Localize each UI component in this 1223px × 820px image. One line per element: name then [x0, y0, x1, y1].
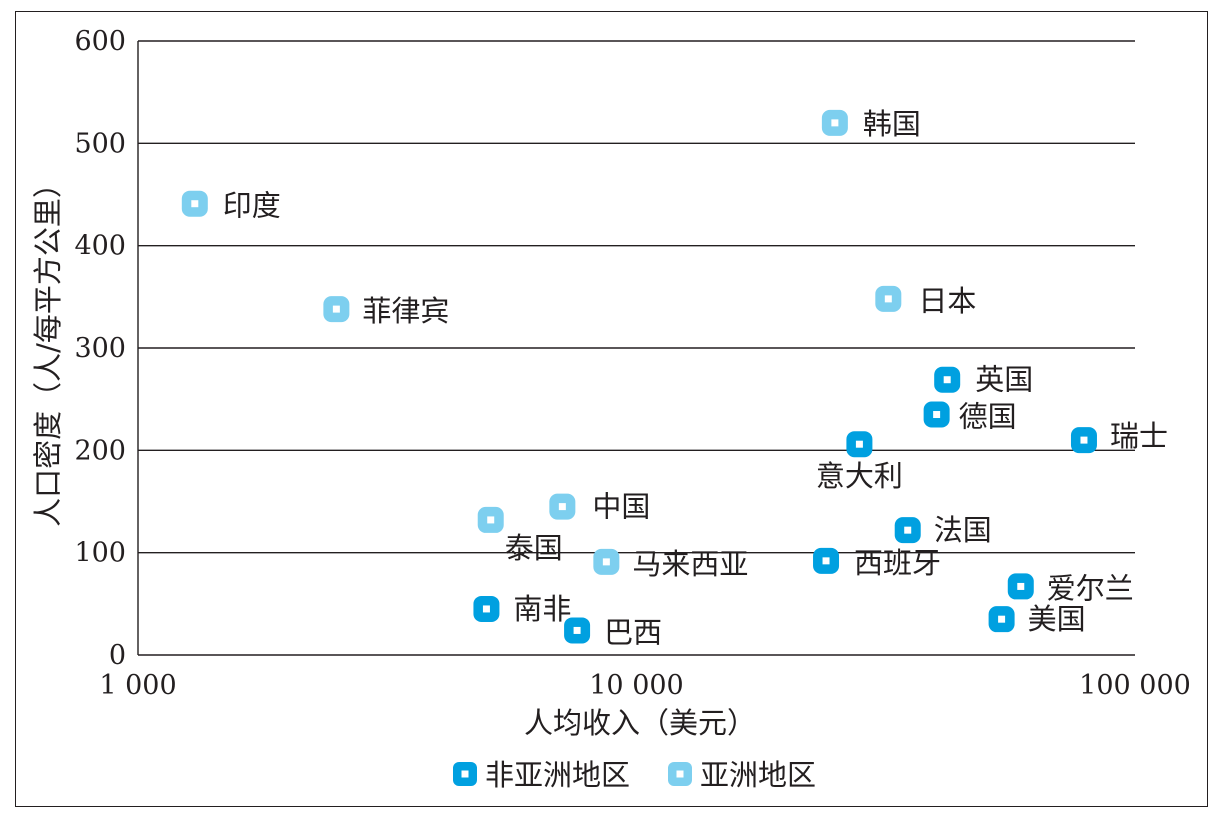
data-point-center: [904, 526, 912, 534]
data-label: 泰国: [505, 531, 563, 565]
data-point-center: [998, 615, 1006, 623]
x-tick-label: 1 000: [99, 670, 176, 701]
y-tick-label: 0: [109, 640, 126, 671]
chart-frame: [15, 11, 1208, 807]
x-tick-label: 10 000: [589, 670, 683, 701]
legend: 非亚洲地区 亚洲地区: [453, 758, 816, 792]
data-point-center: [831, 119, 839, 127]
data-label: 德国: [959, 400, 1017, 434]
data-label: 菲律宾: [362, 294, 449, 328]
y-tick-label: 500: [74, 128, 126, 159]
data-point-center: [822, 557, 830, 565]
y-tick-label: 200: [74, 435, 126, 466]
data-point-center: [191, 200, 199, 208]
data-label: 瑞士: [1110, 419, 1168, 453]
y-tick-label: 600: [74, 26, 126, 57]
legend-label-1: 亚洲地区: [700, 758, 816, 792]
data-label: 西班牙: [854, 546, 941, 580]
legend-marker-center-0: [461, 770, 469, 778]
data-point-center: [487, 516, 495, 524]
y-axis-title: 人口密度（人/每平方公里）: [31, 169, 65, 527]
legend-label-0: 非亚洲地区: [485, 758, 630, 792]
y-tick-label: 100: [74, 538, 126, 569]
data-label: 中国: [592, 490, 650, 524]
data-point-center: [943, 376, 951, 384]
data-point-center: [1080, 436, 1088, 444]
data-point-center: [933, 411, 941, 419]
data-label: 日本: [918, 284, 976, 318]
data-label: 爱尔兰: [1047, 571, 1134, 605]
data-point-center: [573, 626, 581, 634]
data-point-center: [482, 605, 490, 613]
x-axis-title: 人均收入（美元）: [524, 706, 756, 740]
data-label: 南非: [513, 592, 571, 626]
data-label: 印度: [223, 189, 281, 223]
data-label: 韩国: [863, 107, 921, 141]
data-label: 美国: [1028, 602, 1086, 636]
data-point-center: [332, 305, 340, 313]
data-label: 巴西: [604, 615, 662, 649]
y-tick-label: 300: [74, 333, 126, 364]
x-tick-label: 100 000: [1079, 670, 1191, 701]
data-label: 意大利: [816, 459, 903, 493]
data-label: 马来西亚: [632, 547, 748, 581]
data-point-center: [558, 503, 566, 511]
data-point-center: [855, 440, 863, 448]
legend-marker-center-1: [676, 770, 684, 778]
data-label: 法国: [934, 513, 992, 547]
data-point-center: [884, 295, 892, 303]
y-tick-label: 400: [74, 231, 126, 262]
gridlines: [137, 40, 1135, 656]
data-label: 英国: [975, 363, 1033, 397]
y-axis-ticks: 0 100 200 300 400 500 600: [74, 26, 126, 671]
data-point-center: [1017, 582, 1025, 590]
x-axis-ticks: 1 000 10 000 100 000: [99, 670, 1190, 701]
data-point-center: [602, 558, 610, 566]
